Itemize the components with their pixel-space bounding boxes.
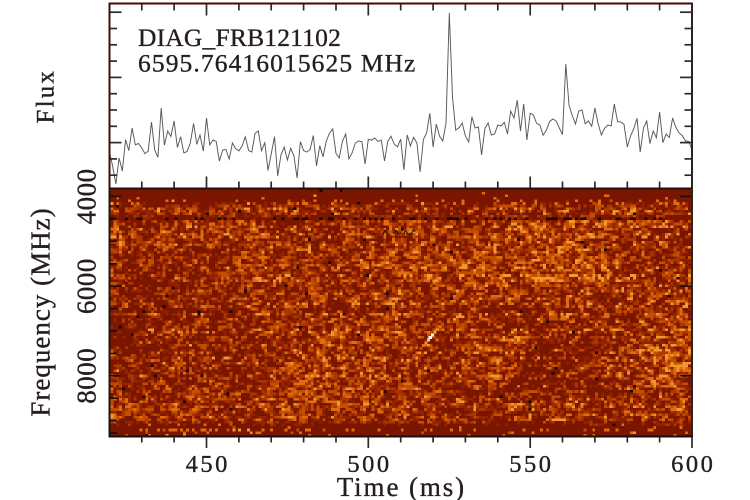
svg-text:6595.76416015625 MHz: 6595.76416015625 MHz (138, 49, 416, 78)
svg-text:DIAG_FRB121102: DIAG_FRB121102 (138, 23, 341, 52)
svg-text:600: 600 (671, 451, 715, 478)
svg-text:6000: 6000 (72, 258, 102, 314)
svg-text:8000: 8000 (72, 348, 102, 404)
svg-text:450: 450 (186, 451, 230, 478)
svg-text:Flux: Flux (33, 69, 60, 124)
svg-text:550: 550 (509, 451, 553, 478)
svg-text:Time (ms): Time (ms) (337, 472, 466, 500)
svg-text:4000: 4000 (72, 168, 102, 224)
svg-text:Frequency (MHz): Frequency (MHz) (26, 207, 56, 416)
svg-text:500: 500 (347, 451, 391, 478)
